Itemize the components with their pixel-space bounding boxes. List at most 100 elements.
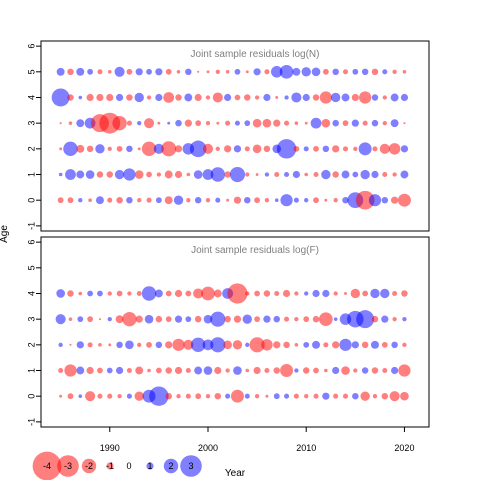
residual-point <box>194 196 202 204</box>
residual-point <box>321 169 331 180</box>
residual-point <box>64 364 77 377</box>
residual-point <box>319 312 333 326</box>
residual-point <box>146 341 152 348</box>
residual-point <box>242 314 252 324</box>
residual-point <box>398 364 411 377</box>
residual-point <box>59 122 62 125</box>
residual-point <box>274 171 280 178</box>
panel-log-n-title: Joint sample residuals log(N) <box>191 49 320 60</box>
residual-point <box>252 144 262 154</box>
residual-point <box>351 93 359 102</box>
residual-point <box>210 311 226 327</box>
residual-point <box>185 290 192 297</box>
residual-point <box>202 169 214 180</box>
residual-point <box>126 367 132 374</box>
residual-point <box>137 342 142 347</box>
residual-point <box>58 172 63 177</box>
residual-point <box>264 198 270 203</box>
residual-point <box>77 316 84 323</box>
residual-point <box>274 198 279 202</box>
x-tick-label: 2010 <box>296 443 316 453</box>
residual-point <box>154 289 163 298</box>
size-legend: -4 -3 -2 -1 0 1 2 3 <box>32 451 202 481</box>
residual-point <box>244 393 250 399</box>
residual-point <box>294 343 299 347</box>
residual-point <box>114 169 125 180</box>
residual-point <box>97 393 103 399</box>
residual-point <box>78 394 83 398</box>
residual-point <box>342 196 349 204</box>
residual-point <box>232 340 243 350</box>
legend-circle <box>32 451 62 481</box>
residual-point <box>224 145 232 153</box>
residual-point <box>294 317 299 322</box>
residual-point <box>59 147 63 151</box>
residual-point <box>174 366 183 375</box>
residual-point <box>319 91 332 104</box>
residual-point <box>174 170 183 179</box>
residual-point <box>361 68 369 76</box>
residual-point <box>67 94 74 101</box>
residual-point <box>244 196 251 204</box>
residual-point <box>213 289 222 298</box>
residual-point <box>116 145 123 152</box>
residual-point <box>115 366 124 375</box>
residual-point <box>292 170 300 179</box>
residual-point <box>358 142 372 156</box>
residual-point <box>368 194 382 207</box>
legend-circle <box>106 462 114 470</box>
residual-point <box>212 92 223 103</box>
residual-point <box>313 171 319 178</box>
residual-point <box>98 318 102 321</box>
residual-point <box>123 168 136 181</box>
residual-point <box>229 166 246 183</box>
legend-circle <box>163 458 179 474</box>
residual-point <box>205 121 211 126</box>
residual-point <box>106 171 114 178</box>
y-tick-label: -1 <box>26 222 36 230</box>
residual-point <box>224 171 231 178</box>
y-tick-label: 4 <box>26 291 36 296</box>
y-tick-label: 6 <box>26 44 36 49</box>
residual-point <box>167 121 171 125</box>
residual-point <box>312 340 321 349</box>
residual-point <box>342 69 349 75</box>
legend-label: -4 <box>43 461 51 471</box>
residual-point <box>333 393 339 399</box>
residual-point <box>164 196 173 205</box>
residual-point <box>322 68 329 75</box>
residual-point <box>185 68 192 76</box>
residual-point <box>126 393 132 399</box>
residual-point <box>371 367 379 374</box>
residual-point <box>78 198 83 203</box>
residual-point <box>184 119 192 127</box>
residual-point <box>321 118 331 128</box>
residual-point <box>67 290 74 297</box>
residual-point <box>78 291 83 296</box>
legend-circle <box>81 458 97 474</box>
residual-point <box>214 392 222 400</box>
residual-point <box>382 121 387 126</box>
residual-point <box>280 194 293 207</box>
residual-point <box>127 291 132 296</box>
panel-log-f-points <box>55 283 411 406</box>
residual-point <box>263 315 271 323</box>
residual-point <box>69 343 72 346</box>
residual-point <box>107 291 112 296</box>
residual-point <box>324 198 328 202</box>
residual-point <box>136 290 142 297</box>
residual-point <box>270 66 283 78</box>
residual-point <box>184 93 193 102</box>
residual-point <box>67 197 74 204</box>
residual-point <box>381 341 388 348</box>
residual-point <box>264 367 270 374</box>
residual-point <box>76 119 85 128</box>
residual-point <box>163 92 175 103</box>
residual-point <box>280 364 294 377</box>
residual-point <box>98 343 102 347</box>
residual-point <box>164 170 173 179</box>
residual-point <box>254 290 260 297</box>
residual-point <box>76 341 84 349</box>
residual-point <box>115 93 124 102</box>
